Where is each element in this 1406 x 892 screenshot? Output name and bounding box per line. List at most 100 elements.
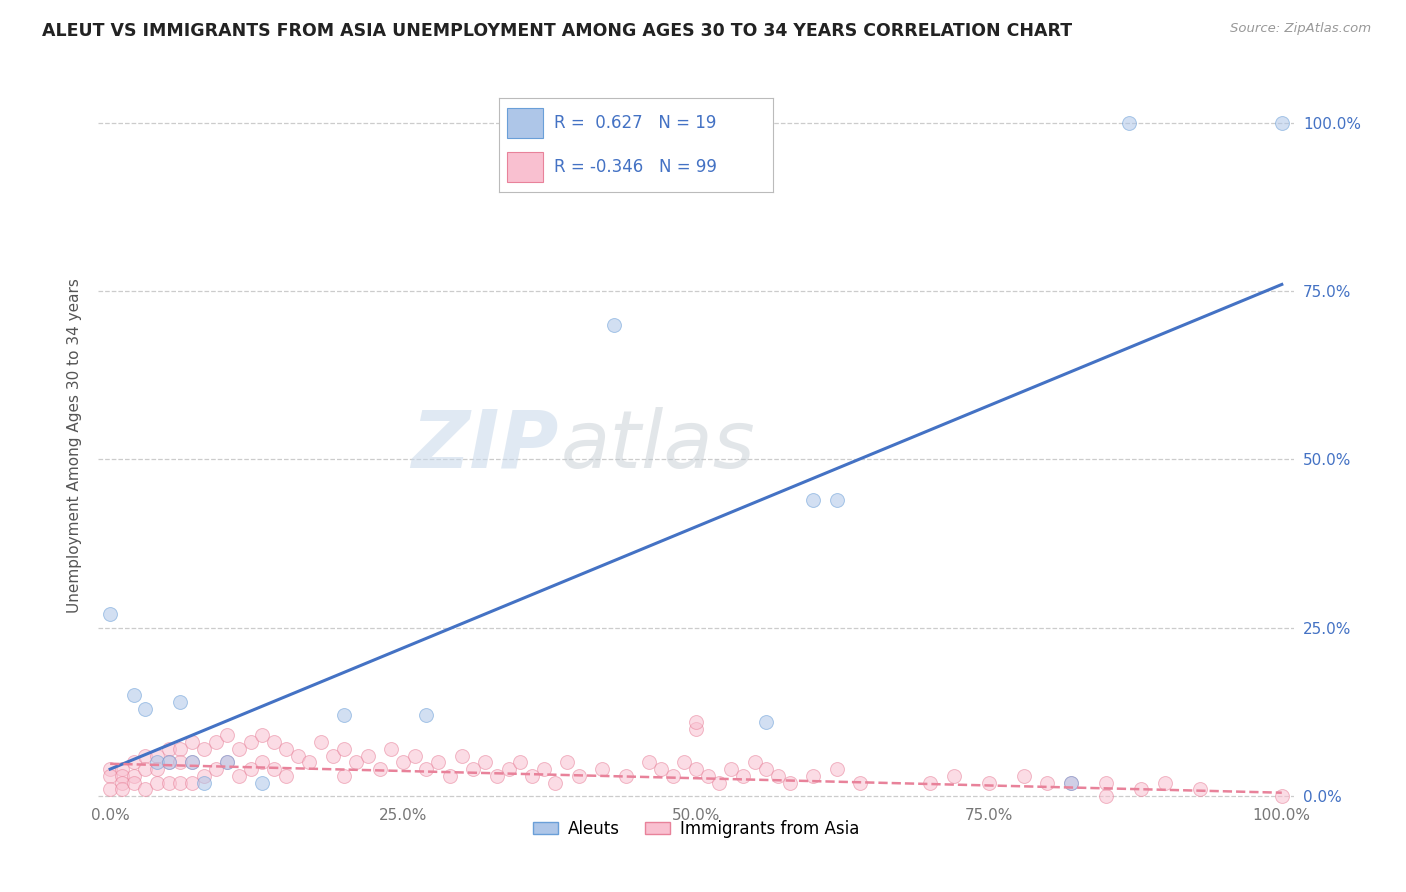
Point: [344, 756, 367, 770]
Point: [263, 735, 285, 749]
Point: [603, 318, 626, 332]
Point: [1036, 775, 1059, 789]
Point: [193, 742, 215, 756]
Point: [1095, 775, 1118, 789]
Point: [111, 782, 134, 797]
Point: [252, 756, 274, 770]
Point: [720, 762, 742, 776]
Y-axis label: Unemployment Among Ages 30 to 34 years: Unemployment Among Ages 30 to 34 years: [67, 278, 83, 614]
Bar: [508, 109, 543, 138]
Point: [217, 756, 239, 770]
Point: [181, 756, 204, 770]
Point: [685, 714, 707, 729]
Point: [252, 729, 274, 743]
Point: [977, 775, 1000, 789]
Point: [1188, 782, 1211, 797]
Point: [685, 762, 707, 776]
Point: [274, 769, 297, 783]
Point: [169, 775, 191, 789]
Point: [568, 769, 591, 783]
Point: [415, 708, 437, 723]
Point: [709, 775, 731, 789]
Point: [98, 607, 121, 622]
Point: [263, 762, 285, 776]
Point: [498, 762, 520, 776]
Point: [157, 775, 180, 789]
Point: [181, 735, 204, 749]
Point: [169, 756, 191, 770]
Point: [134, 762, 156, 776]
Point: [298, 756, 321, 770]
Point: [696, 769, 718, 783]
Point: [157, 756, 180, 770]
Point: [309, 735, 332, 749]
Point: [239, 735, 262, 749]
Point: [1130, 782, 1153, 797]
Point: [591, 762, 613, 776]
Point: [169, 742, 191, 756]
Text: ALEUT VS IMMIGRANTS FROM ASIA UNEMPLOYMENT AMONG AGES 30 TO 34 YEARS CORRELATION: ALEUT VS IMMIGRANTS FROM ASIA UNEMPLOYME…: [42, 22, 1073, 40]
Point: [474, 756, 496, 770]
Point: [239, 762, 262, 776]
Point: [380, 742, 402, 756]
Point: [779, 775, 801, 789]
Point: [333, 742, 356, 756]
Point: [357, 748, 380, 763]
Point: [731, 769, 754, 783]
Point: [1095, 789, 1118, 803]
Point: [98, 769, 121, 783]
Point: [427, 756, 450, 770]
Point: [1271, 116, 1294, 130]
Point: [146, 762, 169, 776]
Point: [1012, 769, 1035, 783]
Point: [122, 756, 145, 770]
Point: [801, 769, 824, 783]
Bar: [508, 153, 543, 183]
Point: [744, 756, 766, 770]
Point: [555, 756, 578, 770]
Text: R = -0.346   N = 99: R = -0.346 N = 99: [554, 159, 717, 177]
Legend: Aleuts, Immigrants from Asia: Aleuts, Immigrants from Asia: [526, 814, 866, 845]
Point: [98, 762, 121, 776]
Point: [204, 762, 226, 776]
Point: [252, 775, 274, 789]
Point: [181, 756, 204, 770]
Point: [204, 735, 226, 749]
Text: atlas: atlas: [561, 407, 755, 485]
Point: [146, 748, 169, 763]
Point: [755, 714, 778, 729]
Text: Source: ZipAtlas.com: Source: ZipAtlas.com: [1230, 22, 1371, 36]
Point: [755, 762, 778, 776]
Point: [392, 756, 415, 770]
Point: [134, 748, 156, 763]
Point: [1118, 116, 1140, 130]
Point: [333, 769, 356, 783]
Point: [146, 756, 169, 770]
Point: [134, 782, 156, 797]
Point: [228, 769, 250, 783]
Point: [146, 775, 169, 789]
Point: [685, 722, 707, 736]
Point: [415, 762, 437, 776]
Point: [287, 748, 309, 763]
Point: [122, 769, 145, 783]
Point: [825, 492, 848, 507]
Point: [509, 756, 531, 770]
Point: [825, 762, 848, 776]
Point: [942, 769, 965, 783]
Point: [111, 775, 134, 789]
Point: [520, 769, 543, 783]
Point: [485, 769, 508, 783]
Point: [217, 756, 239, 770]
Point: [111, 769, 134, 783]
Point: [404, 748, 426, 763]
Point: [228, 742, 250, 756]
Point: [1153, 775, 1175, 789]
Point: [650, 762, 672, 776]
Point: [333, 708, 356, 723]
Point: [439, 769, 461, 783]
Point: [801, 492, 824, 507]
Point: [122, 688, 145, 702]
Point: [322, 748, 344, 763]
Point: [463, 762, 485, 776]
